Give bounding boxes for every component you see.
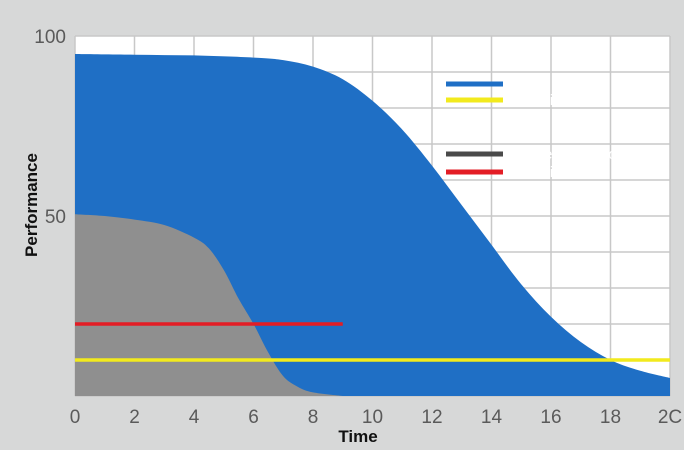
x-axis-label: Time	[338, 427, 377, 446]
x-tick-label: 18	[600, 407, 621, 428]
legend-label: X-600	[509, 76, 549, 93]
area-conventional-solution	[75, 214, 343, 396]
legend-label: Conventional solution	[509, 146, 652, 163]
y-tick-label: 100	[34, 27, 66, 48]
x-tick-label: 8	[308, 407, 319, 428]
x-tick-label: 14	[481, 407, 503, 428]
y-axis-ticks: 50 100	[34, 27, 66, 228]
y-tick-label: 50	[45, 207, 66, 228]
legend-label: Emission level	[509, 164, 605, 181]
x-tick-label: 2	[129, 407, 140, 428]
y-axis-label: Performance	[22, 153, 41, 257]
area-series	[75, 54, 670, 396]
x-tick-label: 0	[70, 407, 81, 428]
x-axis-ticks: 0 2 4 6 8 10 12 14 16 18 2C	[70, 407, 682, 428]
x-tick-label: 2C	[658, 407, 682, 428]
x-tick-label: 6	[248, 407, 259, 428]
x-tick-label: 10	[362, 407, 383, 428]
x-tick-label: 16	[540, 407, 561, 428]
legend-label: Emission level	[509, 92, 605, 109]
x-tick-label: 12	[421, 407, 442, 428]
emission-lines	[75, 322, 670, 362]
x-tick-label: 4	[189, 407, 200, 428]
